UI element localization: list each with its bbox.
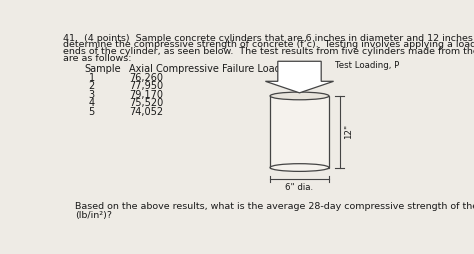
Text: Test Loading, P: Test Loading, P (335, 61, 400, 70)
Ellipse shape (270, 164, 329, 171)
Bar (270, 96, 329, 168)
Text: Based on the above results, what is the average 28-day compressive strength of t: Based on the above results, what is the … (75, 202, 474, 211)
Text: are as follows:: are as follows: (63, 54, 132, 63)
Text: 5: 5 (89, 107, 95, 117)
Text: 6" dia.: 6" dia. (285, 183, 314, 192)
Text: 4: 4 (89, 98, 95, 108)
Text: 75,520: 75,520 (129, 98, 163, 108)
Polygon shape (265, 61, 334, 93)
Text: 1: 1 (89, 73, 95, 83)
Text: 3: 3 (89, 90, 95, 100)
Text: (lb/in²)?: (lb/in²)? (75, 211, 112, 220)
Text: determine the compressive strength of concrete (f’c).  Testing involves applying: determine the compressive strength of co… (63, 40, 474, 50)
Text: 2: 2 (89, 81, 95, 91)
Text: 12": 12" (344, 124, 353, 139)
Text: 79,170: 79,170 (129, 90, 163, 100)
Text: 41.  (4 points)  Sample concrete cylinders that are 6 inches in diameter and 12 : 41. (4 points) Sample concrete cylinders… (63, 34, 474, 43)
Text: Axial Compressive Failure Load, (lbᴿ): Axial Compressive Failure Load, (lbᴿ) (129, 64, 308, 74)
Text: 77,950: 77,950 (129, 81, 163, 91)
Text: ends of the cylinder, as seen below.  The test results from five cylinders made : ends of the cylinder, as seen below. The… (63, 47, 474, 56)
Text: 76,260: 76,260 (129, 73, 163, 83)
Ellipse shape (270, 92, 329, 100)
Text: 74,052: 74,052 (129, 107, 163, 117)
Text: Sample: Sample (84, 64, 121, 74)
